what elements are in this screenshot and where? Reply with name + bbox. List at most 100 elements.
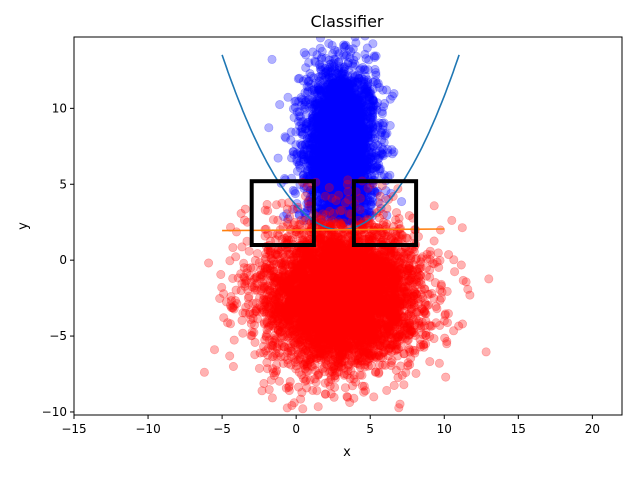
scatter-point [322, 153, 332, 163]
scatter-point [333, 75, 343, 85]
scatter-point [362, 190, 372, 200]
scatter-point [310, 147, 320, 157]
scatter-point [338, 112, 348, 122]
scatter-point [344, 109, 354, 119]
scatter-point [362, 110, 372, 120]
scatter-point [340, 140, 350, 150]
scatter-point [308, 134, 318, 144]
scatter-point [383, 148, 393, 158]
scatter-point [327, 86, 337, 96]
scatter-point [326, 126, 336, 136]
scatter-point [359, 88, 369, 98]
scatter-point [333, 146, 343, 156]
scatter-point [351, 116, 361, 126]
scatter-point [317, 119, 327, 129]
scatter-point [373, 78, 383, 88]
scatter-point [315, 162, 325, 172]
scatter-point [345, 144, 355, 154]
scatter-point [327, 135, 337, 145]
scatter-point [381, 129, 391, 139]
scatter-point [324, 158, 334, 168]
scatter-point [358, 124, 368, 134]
scatter-point [349, 161, 359, 171]
scatter-point [340, 174, 350, 184]
scatter-point [229, 335, 239, 345]
scatter-point [313, 122, 323, 132]
scatter-point [311, 128, 321, 138]
scatter-point [351, 165, 361, 175]
scatter-point [345, 171, 355, 181]
scatter-point [323, 168, 333, 178]
scatter-point [308, 159, 318, 169]
scatter-point [319, 104, 329, 114]
scatter-point [331, 173, 341, 183]
scatter-point [334, 85, 344, 95]
scatter-point [331, 138, 341, 148]
scatter-point [324, 145, 334, 155]
scatter-point [294, 73, 304, 83]
scatter-point [304, 102, 314, 112]
scatter-point [344, 82, 354, 92]
scatter-point [377, 106, 387, 116]
scatter-point [313, 113, 323, 123]
scatter-point [300, 100, 310, 110]
scatter-point [316, 132, 326, 142]
scatter-point [321, 53, 331, 63]
scatter-point [368, 95, 378, 105]
scatter-point [341, 50, 351, 60]
scatter-point [228, 361, 238, 371]
scatter-point [326, 127, 336, 137]
scatter-point [353, 137, 363, 147]
scatter-point [340, 180, 350, 190]
scatter-point [321, 67, 331, 77]
scatter-point [324, 149, 334, 159]
scatter-point [325, 95, 335, 105]
scatter-point [378, 102, 388, 112]
scatter-point [325, 156, 335, 166]
scatter-point [312, 149, 322, 159]
scatter-point [332, 195, 342, 205]
scatter-point [334, 117, 344, 127]
scatter-point [328, 125, 338, 135]
scatter-point [312, 89, 322, 99]
scatter-point [302, 188, 312, 198]
scatter-point [331, 160, 341, 170]
scatter-point [326, 142, 336, 152]
scatter-point [317, 160, 327, 170]
scatter-point [299, 170, 309, 180]
scatter-point [361, 107, 371, 117]
scatter-point [311, 105, 321, 115]
scatter-point [340, 168, 350, 178]
scatter-point [308, 110, 318, 120]
scatter-point [342, 126, 352, 136]
scatter-point [321, 137, 331, 147]
scatter-point [377, 135, 387, 145]
scatter-point [291, 140, 301, 150]
scatter-point [331, 103, 341, 113]
scatter-point [350, 157, 360, 167]
scatter-point [273, 153, 283, 163]
scatter-point [334, 114, 344, 124]
scatter-point [350, 130, 360, 140]
scatter-point [357, 86, 367, 96]
scatter-point [312, 167, 322, 177]
scatter-point [357, 184, 367, 194]
scatter-point [359, 81, 369, 91]
scatter-point [347, 100, 357, 110]
scatter-point [327, 168, 337, 178]
scatter-point [337, 185, 347, 195]
scatter-point [334, 141, 344, 151]
scatter-point [297, 130, 307, 140]
scatter-point [371, 68, 381, 78]
scatter-point [264, 123, 274, 133]
scatter-point [316, 137, 326, 147]
scatter-point [333, 148, 343, 158]
scatter-point [342, 142, 352, 152]
scatter-point [345, 103, 355, 113]
scatter-point [330, 133, 340, 143]
scatter-point [330, 152, 340, 162]
scatter-point [297, 123, 307, 133]
scatter-point [351, 99, 361, 109]
scatter-point [328, 186, 338, 196]
